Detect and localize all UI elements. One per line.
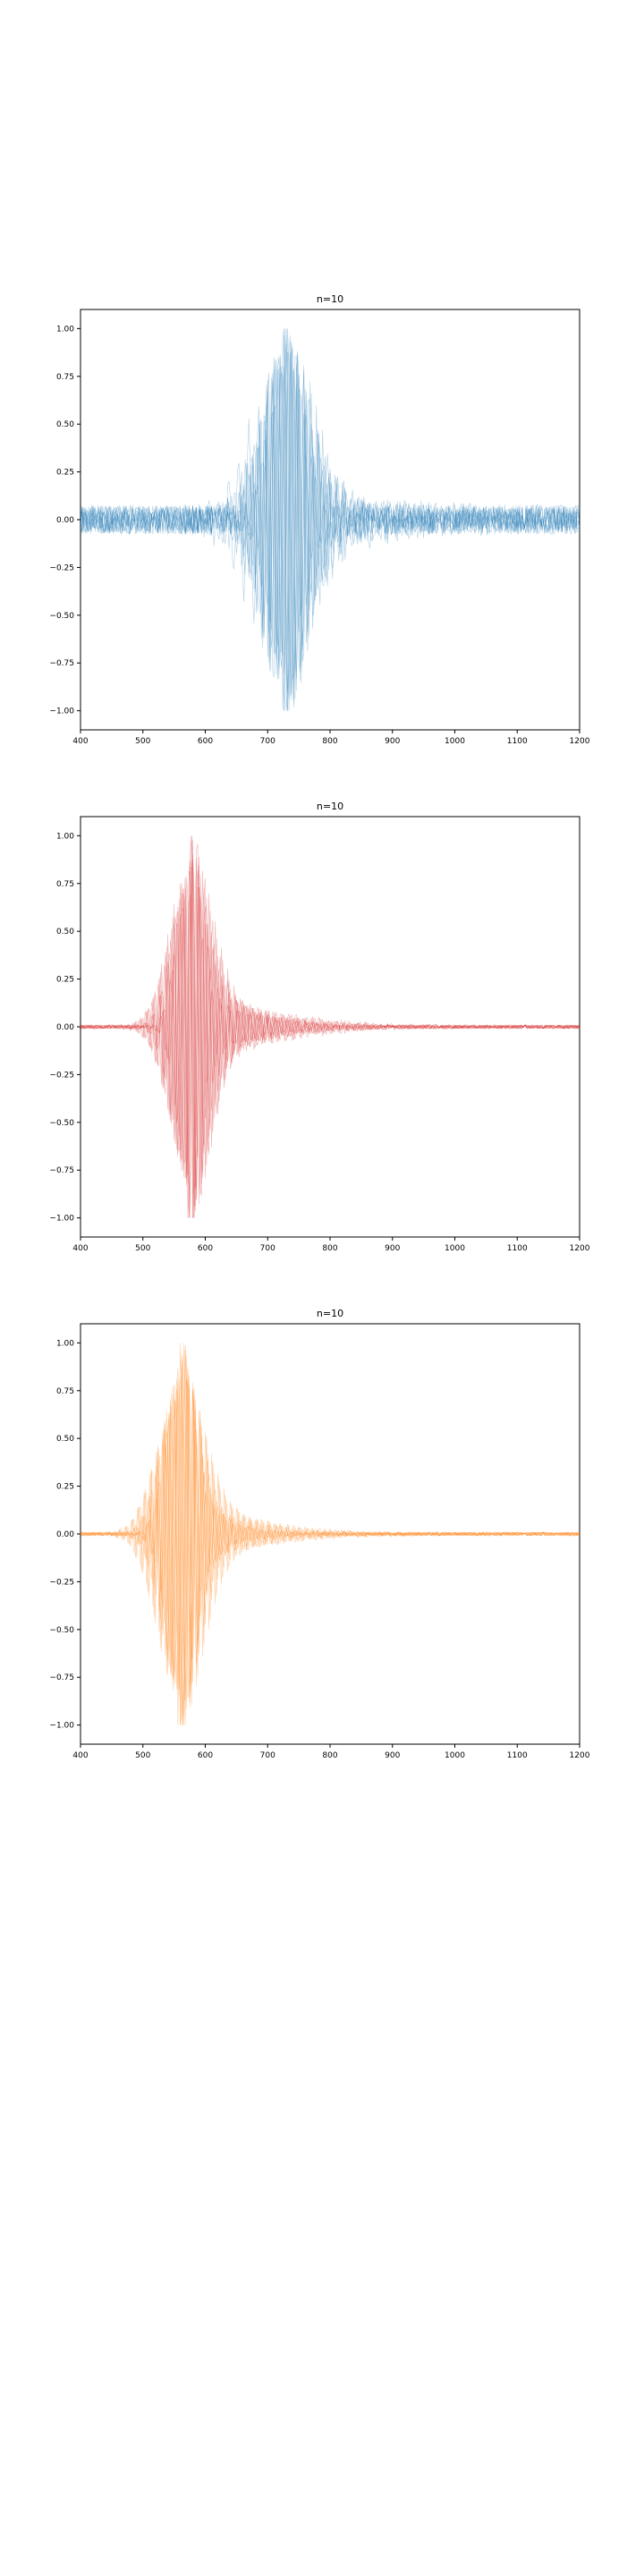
series-line <box>80 352 580 711</box>
series-line <box>80 1354 580 1725</box>
y-tick-label: −0.75 <box>49 1166 74 1175</box>
x-tick-label: 400 <box>72 1751 88 1760</box>
series-line <box>80 335 580 711</box>
chart-title: n=10 <box>317 801 343 812</box>
x-tick-label: 700 <box>260 1244 275 1253</box>
y-tick-label: −0.25 <box>49 564 74 572</box>
x-tick-label: 900 <box>385 1751 400 1760</box>
series-line <box>80 835 580 1189</box>
x-tick-label: 400 <box>72 737 88 746</box>
y-tick-label: 0.50 <box>56 420 74 429</box>
y-tick-label: 0.75 <box>56 373 74 382</box>
x-tick-label: 500 <box>135 1751 150 1760</box>
subplot-3: n=10 400 500 600 700 800 900 1000 1100 1200 1.00 0.… <box>49 1308 589 1760</box>
y-tick-label: −0.50 <box>49 1119 74 1128</box>
y-tick-label: −0.50 <box>49 612 74 621</box>
series-line <box>80 328 580 693</box>
x-tick-label: 700 <box>260 1751 275 1760</box>
series-line <box>80 328 580 700</box>
y-tick-label: 0.00 <box>56 1530 74 1539</box>
series-line <box>80 347 580 711</box>
subplot-2: n=10 400 500 600 700 800 900 1000 1100 1200 1.00 0.… <box>49 801 589 1253</box>
x-tick-label: 600 <box>198 1751 213 1760</box>
x-tick-label: 1200 <box>570 737 590 746</box>
series-line <box>80 1368 580 1725</box>
x-tick-label: 900 <box>385 1244 400 1253</box>
chart-title: n=10 <box>317 1308 343 1319</box>
series-line <box>80 1343 580 1718</box>
y-tick-label: 0.00 <box>56 1023 74 1032</box>
series-line <box>80 328 580 699</box>
series-line <box>80 328 580 695</box>
y-tick-label: 0.25 <box>56 1483 74 1492</box>
y-tick-label: −0.50 <box>49 1626 74 1635</box>
x-tick-label: 600 <box>198 737 213 746</box>
x-tick-label: 800 <box>322 737 337 746</box>
x-tick-label: 900 <box>385 737 400 746</box>
x-tick-label: 1100 <box>507 737 528 746</box>
y-tick-label: 0.25 <box>56 469 74 478</box>
series-line <box>80 335 580 711</box>
series-line <box>80 352 580 711</box>
y-tick-label: 0.75 <box>56 1387 74 1396</box>
series-line <box>80 866 580 1218</box>
x-tick-label: 500 <box>135 1244 150 1253</box>
series-line <box>80 862 580 1218</box>
y-tick-label: −1.00 <box>49 708 74 716</box>
x-tick-label: 1200 <box>570 1244 590 1253</box>
series-line <box>80 1376 580 1725</box>
series-line <box>80 343 580 711</box>
y-tick-label: −0.25 <box>49 1071 74 1080</box>
y-tick-label: −0.25 <box>49 1578 74 1587</box>
x-tick-label: 800 <box>322 1244 337 1253</box>
x-tick-label: 1000 <box>445 1244 465 1253</box>
series-line <box>80 1359 580 1725</box>
y-tick-label: 0.75 <box>56 880 74 889</box>
series-line <box>80 843 580 1218</box>
x-tick-label: 600 <box>198 1244 213 1253</box>
series-line <box>80 860 580 1218</box>
series-line <box>80 853 580 1218</box>
y-tick-label: −1.00 <box>49 1722 74 1731</box>
y-tick-label: −0.75 <box>49 1674 74 1682</box>
y-tick-label: 0.00 <box>56 516 74 525</box>
x-tick-label: 1100 <box>507 1244 528 1253</box>
series-line <box>80 1343 580 1699</box>
subplot-1: n=10 400 500 600 700 800 900 1000 1100 1200 1.00 0.… <box>49 293 589 746</box>
x-tick-label: 700 <box>260 737 275 746</box>
y-tick-label: 1.00 <box>56 832 74 841</box>
chart-title: n=10 <box>317 293 343 305</box>
x-tick-label: 400 <box>72 1244 88 1253</box>
y-tick-label: −1.00 <box>49 1215 74 1224</box>
y-tick-label: −0.75 <box>49 659 74 668</box>
y-tick-label: 0.50 <box>56 1435 74 1444</box>
series-line <box>80 858 580 1218</box>
series-line <box>80 1352 580 1725</box>
y-tick-label: 1.00 <box>56 1339 74 1348</box>
x-tick-label: 800 <box>322 1751 337 1760</box>
series-line <box>80 859 580 1218</box>
x-tick-label: 1000 <box>445 737 465 746</box>
y-tick-label: 1.00 <box>56 325 74 334</box>
series-line <box>80 835 580 1211</box>
x-tick-label: 1000 <box>445 1751 465 1760</box>
x-tick-label: 500 <box>135 737 150 746</box>
series-line <box>80 1345 580 1725</box>
series-line <box>80 1349 580 1725</box>
y-tick-label: 0.25 <box>56 976 74 985</box>
x-tick-label: 1200 <box>570 1751 590 1760</box>
x-tick-label: 1100 <box>507 1751 528 1760</box>
series-line <box>80 839 580 1218</box>
y-tick-label: 0.50 <box>56 928 74 936</box>
series-line <box>80 1356 580 1725</box>
